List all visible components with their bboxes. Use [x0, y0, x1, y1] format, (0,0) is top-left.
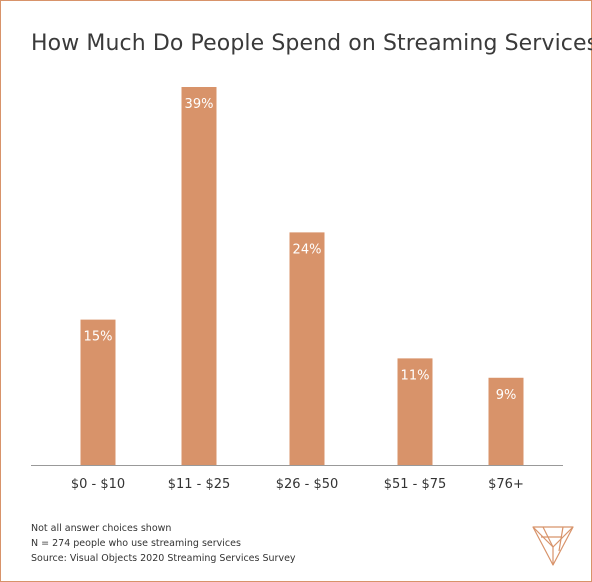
- bar-chart: 15% $0 - $10 39% $11 - $25 24% $26 - $50 11% $5…: [31, 87, 563, 492]
- x-tick-label: $26 - $50: [276, 477, 339, 492]
- x-tick-label: $0 - $10: [71, 477, 125, 492]
- bar: [488, 377, 524, 465]
- data-label: 24%: [293, 242, 322, 257]
- note-answer-choices: Not all answer choices shown: [31, 523, 172, 534]
- x-tick-label: $51 - $75: [384, 477, 447, 492]
- bar: [289, 232, 325, 465]
- x-tick-label: $76+: [488, 477, 524, 492]
- data-label: 39%: [185, 97, 214, 112]
- data-label: 11%: [401, 368, 430, 383]
- data-label: 15%: [84, 330, 113, 345]
- note-source: Source: Visual Objects 2020 Streaming Se…: [31, 553, 296, 564]
- bar: [397, 358, 433, 465]
- x-tick-label: $11 - $25: [168, 477, 231, 492]
- data-label: 9%: [496, 388, 517, 403]
- chart-title: How Much Do People Spend on Streaming Se…: [31, 31, 592, 56]
- chart-notes: Not all answer choices shown N = 274 peo…: [31, 521, 296, 566]
- bar: [181, 87, 217, 465]
- bar: [80, 319, 116, 465]
- note-sample-size: N = 274 people who use streaming service…: [31, 538, 241, 549]
- visual-objects-logo-icon: [532, 526, 574, 566]
